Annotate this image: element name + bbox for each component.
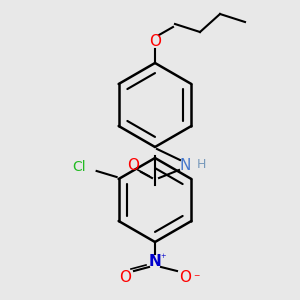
Text: O: O [179, 271, 191, 286]
Text: $^+$: $^+$ [159, 253, 167, 263]
Text: O: O [149, 34, 161, 50]
Text: N: N [179, 158, 191, 172]
Text: Cl: Cl [72, 160, 86, 174]
Text: $^-$: $^-$ [192, 273, 202, 283]
Text: H: H [196, 158, 206, 172]
Text: O: O [127, 158, 139, 172]
Text: N: N [148, 254, 161, 269]
Text: O: O [119, 271, 131, 286]
